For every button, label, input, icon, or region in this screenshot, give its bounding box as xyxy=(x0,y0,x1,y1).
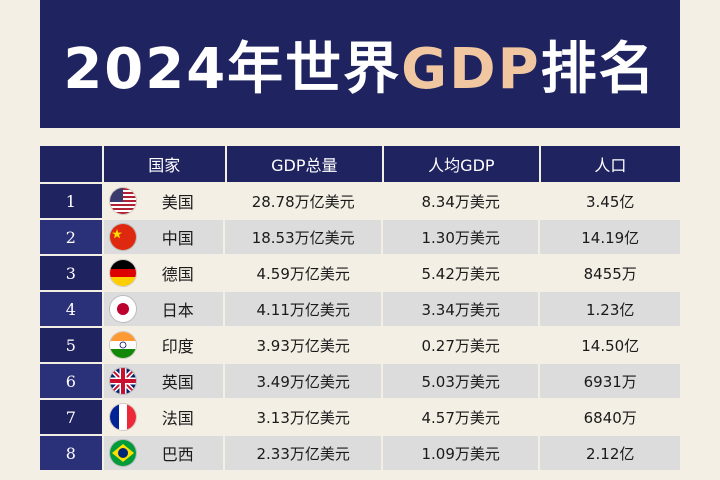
table-row: 8 巴西 2.33万亿美元 1.09万美元 2.12亿 xyxy=(40,436,680,470)
country-name: 法国 xyxy=(161,409,194,428)
title-highlight: GDP xyxy=(401,36,541,102)
population-cell: 14.19亿 xyxy=(538,220,680,254)
table-row: 7 法国 3.13万亿美元 4.57万美元 6840万 xyxy=(40,400,680,434)
population-cell: 8455万 xyxy=(538,256,680,290)
uk-flag-icon xyxy=(109,368,136,394)
page-title: 2024年世界GDP排名 xyxy=(63,24,656,105)
gdp-ranking-table: 国家 GDP总量 人均GDP 人口 1 美国 28.78万亿美元 8.34万美元 3.4… xyxy=(40,146,680,470)
country-name: 英国 xyxy=(161,373,194,392)
france-flag-icon xyxy=(109,404,136,430)
population-cell: 14.50亿 xyxy=(538,328,680,362)
table-row: 3 德国 4.59万亿美元 5.42万美元 8455万 xyxy=(40,256,680,290)
header-rank xyxy=(40,146,102,182)
rank-cell: 1 xyxy=(40,184,102,218)
country-cell: 中国 xyxy=(101,220,224,254)
per-capita-cell: 0.27万美元 xyxy=(380,328,539,362)
gdp-cell: 4.11万亿美元 xyxy=(223,292,381,326)
country-cell: 法国 xyxy=(101,400,224,434)
population-cell: 2.12亿 xyxy=(538,436,680,470)
table-row: 4 日本 4.11万亿美元 3.34万美元 1.23亿 xyxy=(40,292,680,326)
country-cell: 印度 xyxy=(101,328,224,362)
gdp-cell: 2.33万亿美元 xyxy=(223,436,381,470)
population-cell: 1.23亿 xyxy=(538,292,680,326)
per-capita-cell: 3.34万美元 xyxy=(380,292,539,326)
table-row: 5 印度 3.93万亿美元 0.27万美元 14.50亿 xyxy=(40,328,680,362)
header-country: 国家 xyxy=(101,146,225,182)
table-row: 6 英国 3.49万亿美元 5.03万美元 6931万 xyxy=(40,364,680,398)
country-cell: 巴西 xyxy=(101,436,224,470)
country-name: 中国 xyxy=(161,229,194,248)
country-name: 美国 xyxy=(161,193,194,212)
per-capita-cell: 4.57万美元 xyxy=(380,400,539,434)
title-banner: 2024年世界GDP排名 xyxy=(40,0,680,128)
table-body: 1 美国 28.78万亿美元 8.34万美元 3.45亿 2 中国 18.53万亿美元 1.30… xyxy=(40,184,680,470)
rank-cell: 4 xyxy=(40,292,102,326)
country-name: 日本 xyxy=(161,301,194,320)
rank-cell: 3 xyxy=(40,256,102,290)
table-row: 1 美国 28.78万亿美元 8.34万美元 3.45亿 xyxy=(40,184,680,218)
china-flag-icon xyxy=(109,224,136,250)
population-cell: 6840万 xyxy=(538,400,680,434)
population-cell: 3.45亿 xyxy=(538,184,680,218)
us-flag-icon xyxy=(109,188,136,214)
header-population: 人口 xyxy=(538,146,680,182)
table-header: 国家 GDP总量 人均GDP 人口 xyxy=(40,146,680,182)
rank-cell: 5 xyxy=(40,328,102,362)
country-cell: 德国 xyxy=(101,256,224,290)
country-name: 印度 xyxy=(161,337,194,356)
gdp-cell: 3.13万亿美元 xyxy=(223,400,381,434)
header-per-capita: 人均GDP xyxy=(381,146,539,182)
brazil-flag-icon xyxy=(109,440,136,466)
per-capita-cell: 5.03万美元 xyxy=(380,364,539,398)
per-capita-cell: 5.42万美元 xyxy=(380,256,539,290)
country-cell: 日本 xyxy=(101,292,224,326)
rank-cell: 6 xyxy=(40,364,102,398)
title-text: 2024年世界 xyxy=(63,36,402,102)
population-cell: 6931万 xyxy=(538,364,680,398)
header-gdp: GDP总量 xyxy=(224,146,382,182)
rank-cell: 2 xyxy=(40,220,102,254)
title-text-end: 排名 xyxy=(540,36,657,102)
country-cell: 美国 xyxy=(101,184,224,218)
per-capita-cell: 8.34万美元 xyxy=(380,184,539,218)
per-capita-cell: 1.30万美元 xyxy=(380,220,539,254)
rank-cell: 7 xyxy=(40,400,102,434)
per-capita-cell: 1.09万美元 xyxy=(380,436,539,470)
rank-cell: 8 xyxy=(40,436,102,470)
gdp-cell: 18.53万亿美元 xyxy=(223,220,381,254)
gdp-cell: 3.49万亿美元 xyxy=(223,364,381,398)
india-flag-icon xyxy=(109,332,136,358)
gdp-cell: 3.93万亿美元 xyxy=(223,328,381,362)
country-cell: 英国 xyxy=(101,364,224,398)
gdp-cell: 28.78万亿美元 xyxy=(223,184,381,218)
japan-flag-icon xyxy=(109,296,136,322)
gdp-cell: 4.59万亿美元 xyxy=(223,256,381,290)
germany-flag-icon xyxy=(109,260,136,286)
table-row: 2 中国 18.53万亿美元 1.30万美元 14.19亿 xyxy=(40,220,680,254)
country-name: 巴西 xyxy=(161,445,194,464)
country-name: 德国 xyxy=(161,265,194,284)
